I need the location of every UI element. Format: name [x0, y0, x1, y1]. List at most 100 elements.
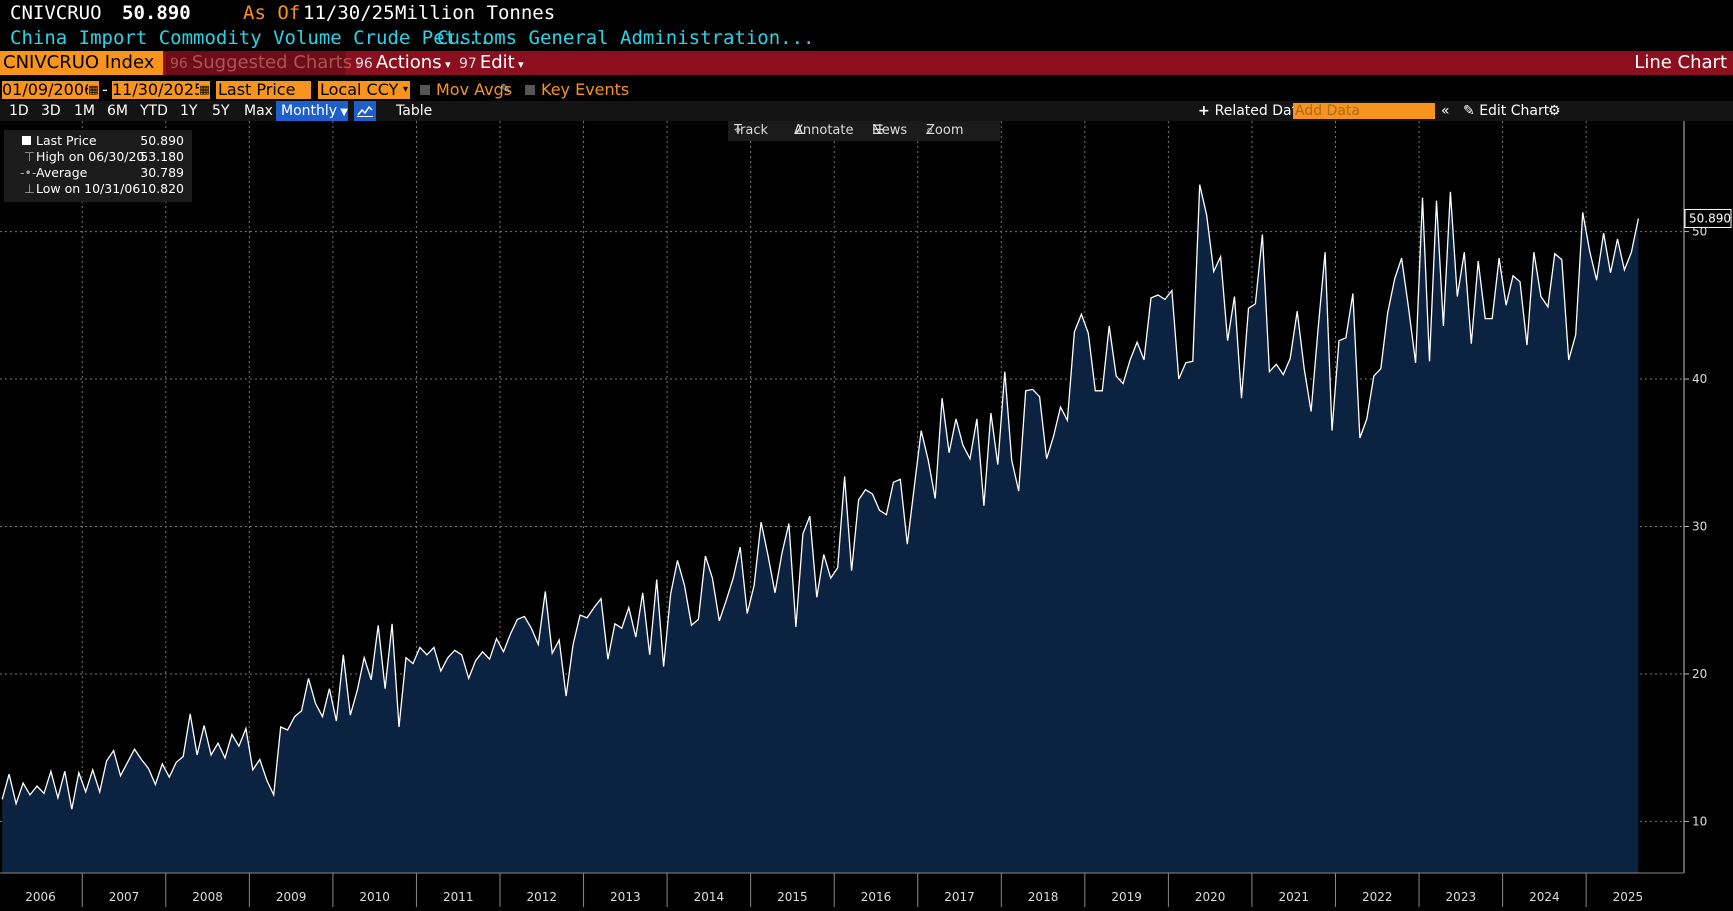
data-point: [398, 726, 400, 728]
related-data-button[interactable]: + Related Dat: [1198, 103, 1298, 119]
data-point: [948, 452, 950, 454]
data-point: [1373, 375, 1375, 377]
data-point: [1400, 257, 1402, 259]
data-point: [1519, 281, 1521, 283]
data-point: [843, 475, 845, 477]
pencil-icon: ✎: [1463, 103, 1480, 119]
frequency-selector[interactable]: Monthly ▼: [276, 101, 348, 121]
x-tick-label: 2024: [1529, 890, 1560, 904]
data-point: [1324, 251, 1326, 253]
data-point: [1345, 337, 1347, 339]
chart-legend: Last Price 50.890 ⊤ High on 06/30/20 53.…: [4, 130, 192, 202]
x-tick-label: 2008: [192, 890, 223, 904]
data-point: [488, 658, 490, 660]
period-1m[interactable]: 1M: [74, 103, 95, 119]
suggested-charts-button[interactable]: 96 Suggested Charts ▾: [166, 51, 361, 75]
data-point: [461, 654, 463, 656]
security-input[interactable]: CNIVCRUO Index: [0, 51, 163, 75]
calendar-icon[interactable]: ▦: [199, 81, 210, 99]
field-selector[interactable]: Last Price: [216, 81, 311, 99]
data-point: [537, 643, 539, 645]
currency-selector[interactable]: Local CCY ▾: [318, 80, 410, 99]
line-chart-icon[interactable]: [354, 101, 376, 121]
data-point: [356, 689, 358, 691]
period-ytd[interactable]: YTD: [140, 103, 168, 119]
data-point: [15, 803, 17, 805]
data-point: [997, 463, 999, 465]
chart-tools: ⌖ Track ∠ Annotate ☰ News ⌕ Zoom: [728, 121, 1000, 141]
data-point: [885, 514, 887, 516]
data-point: [1484, 317, 1486, 319]
chevron-down-icon: ▾: [402, 84, 408, 95]
data-point: [300, 710, 302, 712]
data-point: [1192, 360, 1194, 362]
x-tick-label: 2011: [443, 890, 474, 904]
data-point: [767, 555, 769, 557]
data-point: [662, 665, 664, 667]
start-date-field[interactable]: 01/09/2006: [2, 81, 98, 99]
menubar: CNIVCRUO Index 96 Suggested Charts ▾ 96 Ac…: [0, 51, 1733, 75]
data-point: [495, 637, 497, 639]
data-point: [1463, 251, 1465, 253]
data-point: [481, 651, 483, 653]
period-6m[interactable]: 6M: [107, 103, 128, 119]
data-point: [147, 767, 149, 769]
mov-avgs-checkbox[interactable]: [420, 85, 430, 95]
data-point: [955, 418, 957, 420]
actions-menu[interactable]: 96 Actions ▾: [355, 52, 451, 73]
data-point: [1004, 371, 1006, 373]
data-point: [349, 714, 351, 716]
last-value: 50.890: [122, 2, 191, 24]
data-point: [1414, 362, 1416, 364]
data-point: [551, 652, 553, 654]
edit-chart-button[interactable]: ✎ Edit Chart: [1463, 103, 1550, 119]
data-point: [231, 733, 233, 735]
data-point: [391, 623, 393, 625]
data-point: [1630, 251, 1632, 253]
add-data-input[interactable]: Add Data: [1293, 103, 1435, 119]
y-tick-label: 10: [1692, 814, 1707, 828]
pencil-icon[interactable]: ✎: [500, 82, 511, 97]
x-tick-label: 2014: [694, 890, 725, 904]
period-1y[interactable]: 1Y: [180, 103, 198, 119]
period-3d[interactable]: 3D: [41, 103, 61, 119]
data-point: [85, 791, 87, 793]
data-point: [57, 797, 59, 799]
data-point: [1094, 390, 1096, 392]
x-tick-label: 2019: [1111, 890, 1142, 904]
data-point: [927, 459, 929, 461]
data-point: [370, 679, 372, 681]
data-point: [1595, 279, 1597, 281]
key-events-checkbox[interactable]: [525, 85, 535, 95]
data-point: [189, 713, 191, 715]
gear-icon[interactable]: ⚙: [1548, 103, 1561, 119]
data-point: [405, 657, 407, 659]
data-point: [572, 643, 574, 645]
period-5y[interactable]: 5Y: [212, 103, 230, 119]
data-point: [878, 509, 880, 511]
end-date-field[interactable]: 11/30/2025: [112, 81, 210, 99]
data-point: [196, 754, 198, 756]
data-point: [1164, 298, 1166, 300]
data-point: [802, 533, 804, 535]
data-point: [760, 521, 762, 523]
data-point: [830, 577, 832, 579]
calendar-icon[interactable]: ▦: [88, 81, 99, 99]
data-point: [182, 755, 184, 757]
edit-menu[interactable]: 97 Edit ▾: [459, 52, 524, 73]
data-point: [1268, 371, 1270, 373]
collapse-icon[interactable]: «: [1441, 103, 1450, 119]
period-max[interactable]: Max: [244, 103, 273, 119]
data-point: [1470, 343, 1472, 345]
data-point: [1254, 303, 1256, 305]
table-button[interactable]: Table: [396, 103, 433, 119]
data-point: [22, 782, 24, 784]
data-point: [133, 748, 135, 750]
low-marker-icon: ⊥: [24, 181, 35, 196]
period-1d[interactable]: 1D: [9, 103, 29, 119]
data-point: [621, 627, 623, 629]
data-point: [649, 654, 651, 656]
data-point: [899, 478, 901, 480]
data-point: [1052, 435, 1054, 437]
